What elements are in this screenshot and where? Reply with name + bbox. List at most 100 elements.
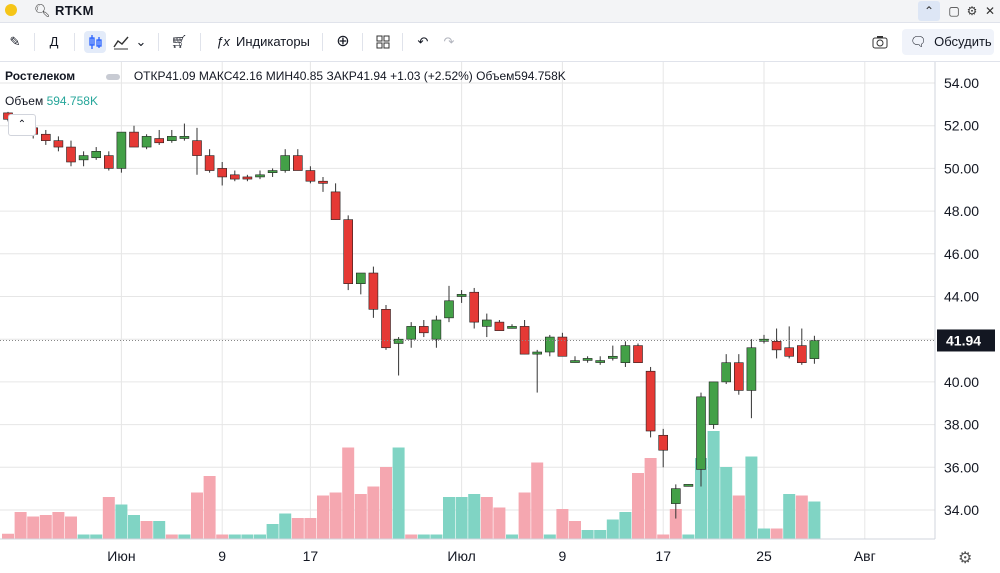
chevron-down-icon[interactable]: ⌄ (135, 34, 147, 49)
volume-bar (354, 494, 367, 539)
settings-gear-icon[interactable]: ⚙ (966, 4, 978, 18)
candle-body (633, 345, 643, 363)
maximize-icon[interactable]: ▢ (948, 4, 960, 18)
volume-bar (707, 431, 720, 539)
candle-body (280, 155, 291, 171)
candle-body (444, 300, 454, 319)
symbol-name: Ростелеком (5, 69, 76, 83)
indicators-button[interactable]: Индикаторы (236, 34, 310, 49)
candle-body (330, 191, 341, 220)
search-icon[interactable]: 🔍︎ (34, 3, 51, 18)
volume-bar (115, 504, 128, 539)
price-chart[interactable]: 34.0036.0038.0040.0042.0044.0046.0048.00… (0, 62, 1000, 573)
volume-bar (191, 492, 203, 539)
price-tick-label: 38.00 (944, 417, 979, 433)
candle-body (746, 347, 757, 391)
candle-body (192, 140, 202, 156)
candle-body (645, 370, 656, 432)
volume-bar (581, 530, 594, 539)
candle-body (78, 155, 89, 161)
candle-body (519, 326, 530, 355)
cart-icon[interactable]: 🛒︎ (170, 34, 188, 49)
volume-bar (606, 519, 619, 539)
candle-body (809, 340, 820, 359)
candle-body (759, 338, 769, 342)
collapse-legend-button[interactable]: ⌃ (8, 114, 36, 136)
volume-bar (216, 534, 229, 539)
area-chart-icon[interactable] (110, 31, 132, 53)
symbol-search-input[interactable]: RTKM (55, 3, 94, 18)
close-value: 41.94 (356, 69, 387, 83)
volume-bar (669, 509, 682, 539)
candle-body (406, 326, 417, 340)
price-tick-label: 50.00 (944, 160, 979, 176)
time-tick-label: Авг (854, 548, 876, 564)
undo-icon[interactable]: ↶ (417, 34, 429, 49)
price-tick-label: 52.00 (944, 118, 979, 134)
camera-icon[interactable] (868, 31, 892, 53)
candle-body (796, 345, 807, 363)
volume-bar (165, 534, 178, 539)
candle-body (129, 131, 139, 148)
price-tick-label: 54.00 (944, 75, 979, 91)
app-status-dot (5, 4, 17, 16)
candle-body (620, 345, 631, 363)
candle-body (305, 170, 316, 182)
candles-icon[interactable] (84, 31, 106, 53)
chat-icon: 🗨︎ (910, 34, 927, 49)
volume-bar (619, 512, 632, 539)
volume-bar (102, 497, 115, 539)
last-price-label: 41.94 (946, 332, 981, 348)
candle-body (318, 180, 328, 184)
volume-bar (543, 534, 556, 539)
layout-grid-icon[interactable] (372, 31, 394, 53)
volume-bar (506, 534, 518, 539)
volume-bar (644, 458, 657, 539)
volume-bar (455, 497, 468, 539)
volume-value: 594.758K (514, 69, 566, 83)
discuss-label: Обсудить (934, 34, 992, 49)
title-bar: 🔍︎ RTKM ⌃ ▢ ⚙ ✕ (0, 0, 1000, 23)
symbol-flag-icon (106, 73, 121, 80)
chart-settings-icon[interactable]: ⚙ (958, 550, 973, 567)
redo-icon[interactable]: ↷ (443, 34, 455, 49)
volume-bar (657, 534, 670, 539)
volume-bar (808, 501, 821, 539)
volume-bar (695, 458, 707, 539)
toolbar-divider (402, 33, 403, 51)
candle-body (733, 362, 744, 391)
add-circle-icon[interactable]: ⊕ (336, 33, 350, 50)
toolbar-divider (322, 33, 323, 51)
candle-body (607, 355, 618, 359)
candle-body (91, 151, 101, 159)
close-label: ЗАКР (326, 69, 357, 83)
low-value: 40.85 (293, 69, 324, 83)
candle-body (771, 341, 782, 351)
toolbar-divider (200, 33, 201, 51)
price-tick-label: 36.00 (944, 459, 979, 475)
price-axis: 34.0036.0038.0040.0042.0044.0046.0048.00… (934, 62, 995, 539)
candle-body (381, 309, 391, 349)
volume-bar (468, 494, 481, 539)
chart-grid (0, 62, 935, 539)
pencil-icon[interactable]: ✎ (9, 34, 21, 49)
interval-button[interactable]: Д (49, 34, 59, 49)
candle-body (53, 140, 64, 148)
candle-body (393, 338, 404, 344)
volume-bar (153, 521, 166, 539)
volume-bar (783, 494, 796, 539)
volume-bar (228, 534, 241, 539)
chevron-up-icon[interactable]: ⌃ (918, 1, 940, 21)
volume-bar (317, 495, 329, 539)
toolbar-divider (362, 33, 363, 51)
discuss-button[interactable]: 🗨︎ Обсудить (902, 29, 994, 55)
volume-bar (745, 456, 758, 539)
volume-bar (241, 534, 254, 539)
close-icon[interactable]: ✕ (984, 4, 996, 18)
volume-bar (266, 524, 279, 539)
toolbar-divider (34, 33, 35, 51)
volume-bar (128, 515, 140, 539)
fx-icon[interactable]: ƒx (216, 34, 230, 49)
volume-bar (443, 497, 455, 539)
volume-bar (178, 534, 191, 539)
